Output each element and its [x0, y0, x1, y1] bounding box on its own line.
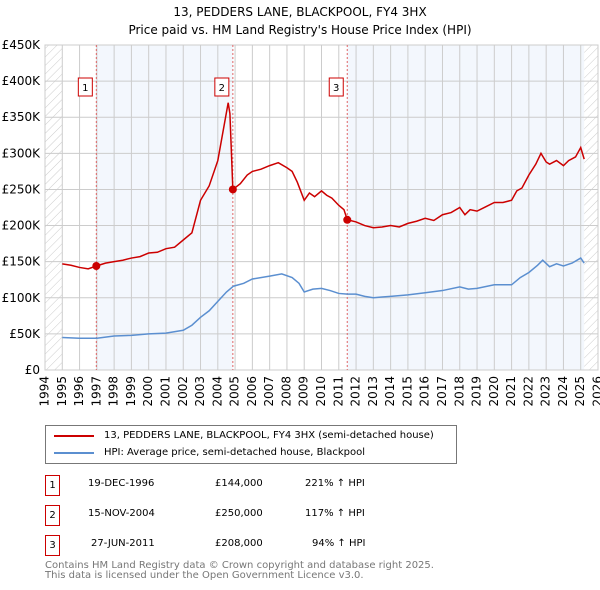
sale-point: [343, 215, 352, 224]
legend: 13, PEDDERS LANE, BLACKPOOL, FY4 3HX (se…: [45, 425, 457, 464]
y-tick-label: £250K: [2, 182, 42, 196]
x-tick-label: 2004: [210, 376, 224, 407]
footer-line: This data is licensed under the Open Gov…: [45, 570, 364, 581]
shade-band: [96, 45, 233, 370]
y-tick-label: £400K: [2, 74, 42, 88]
x-tick-label: 2017: [435, 376, 449, 407]
chart-subtitle: Price paid vs. HM Land Registry's House …: [128, 23, 471, 37]
x-tick-label: 2009: [297, 376, 311, 407]
hatch-before: [45, 45, 63, 370]
sale-label: 3: [333, 83, 339, 94]
x-tick-label: 2024: [556, 376, 570, 407]
sale-label-box: [328, 77, 344, 97]
sale-hpi: 94% ↑ HPI: [312, 538, 366, 549]
sale-point: [228, 185, 237, 194]
x-tick-label: 2015: [400, 376, 414, 407]
x-tick-label: 1995: [55, 376, 69, 407]
sale-label: 1: [82, 83, 88, 94]
y-tick-label: £300K: [2, 146, 42, 160]
x-tick-label: 2022: [521, 376, 535, 407]
sale-marker: 3: [45, 535, 60, 556]
sale-point: [92, 262, 101, 270]
y-tick-label: £50K: [9, 327, 41, 341]
footer: Contains HM Land Registry data © Crown c…: [45, 561, 434, 581]
x-tick-label: 2016: [418, 376, 432, 407]
series-line: [62, 102, 585, 270]
hatch-after: [584, 45, 598, 370]
x-tick-label: 2013: [366, 376, 380, 407]
legend-label: HPI: Average price, semi-detached house,…: [104, 447, 366, 458]
x-tick-label: 2018: [452, 376, 466, 407]
x-tick-label: 2002: [176, 376, 190, 407]
x-tick-label: 2021: [504, 376, 518, 407]
x-tick-label: 2014: [383, 376, 397, 407]
sale-price: £208,000: [215, 538, 263, 549]
x-tick-label: 2020: [487, 376, 501, 407]
x-tick-label: 2026: [591, 376, 600, 407]
sale-date: 15-NOV-2004: [88, 508, 155, 519]
x-tick-label: 2005: [228, 376, 242, 407]
y-tick-label: £0: [25, 363, 40, 377]
x-tick-label: 2011: [331, 376, 345, 407]
y-tick-label: £450K: [2, 38, 42, 52]
x-tick-label: 2006: [245, 376, 259, 407]
sale-price: £144,000: [215, 478, 263, 489]
y-tick-label: £350K: [2, 110, 42, 124]
x-tick-label: 2007: [262, 376, 276, 407]
price-chart: 13, PEDDERS LANE, BLACKPOOL, FY4 3HX Pri…: [2, 5, 600, 407]
x-tick-label: 2012: [349, 376, 363, 407]
x-tick-label: 1996: [72, 376, 86, 407]
y-tick-label: £100K: [2, 291, 42, 305]
chart-title: 13, PEDDERS LANE, BLACKPOOL, FY4 3HX: [173, 5, 426, 19]
sale-hpi: 117% ↑ HPI: [305, 508, 365, 519]
x-tick-label: 2025: [573, 376, 587, 407]
x-tick-label: 2010: [314, 376, 328, 407]
x-tick-label: 2001: [158, 376, 172, 407]
sale-label-box: [77, 77, 93, 97]
sale-label-box: [214, 77, 230, 97]
sale-date: 27-JUN-2011: [91, 538, 155, 549]
sale-price: £250,000: [215, 508, 263, 519]
sale-hpi: 221% ↑ HPI: [305, 478, 365, 489]
y-tick-label: £150K: [2, 255, 42, 269]
footer-line: Contains HM Land Registry data © Crown c…: [45, 560, 434, 571]
legend-item-hpi: HPI: Average price, semi-detached house,…: [54, 447, 365, 458]
x-tick-label: 2019: [470, 376, 484, 407]
x-tick-label: 2003: [193, 376, 207, 407]
x-tick-label: 2000: [141, 376, 155, 407]
sale-marker: 2: [45, 505, 60, 526]
x-tick-label: 2008: [279, 376, 293, 407]
shade-band: [347, 45, 585, 370]
legend-item-property: 13, PEDDERS LANE, BLACKPOOL, FY4 3HX (se…: [54, 430, 434, 441]
y-tick-label: £200K: [2, 219, 42, 233]
sale-label: 2: [219, 83, 225, 94]
x-tick-label: 2023: [539, 376, 553, 407]
legend-label: 13, PEDDERS LANE, BLACKPOOL, FY4 3HX (se…: [104, 430, 434, 441]
x-tick-label: 1994: [38, 376, 52, 407]
x-tick-label: 1998: [107, 376, 121, 407]
series-line: [62, 257, 585, 339]
sale-date: 19-DEC-1996: [88, 478, 155, 489]
sale-marker: 1: [45, 475, 60, 496]
x-tick-label: 1997: [89, 376, 103, 407]
x-tick-label: 1999: [124, 376, 138, 407]
